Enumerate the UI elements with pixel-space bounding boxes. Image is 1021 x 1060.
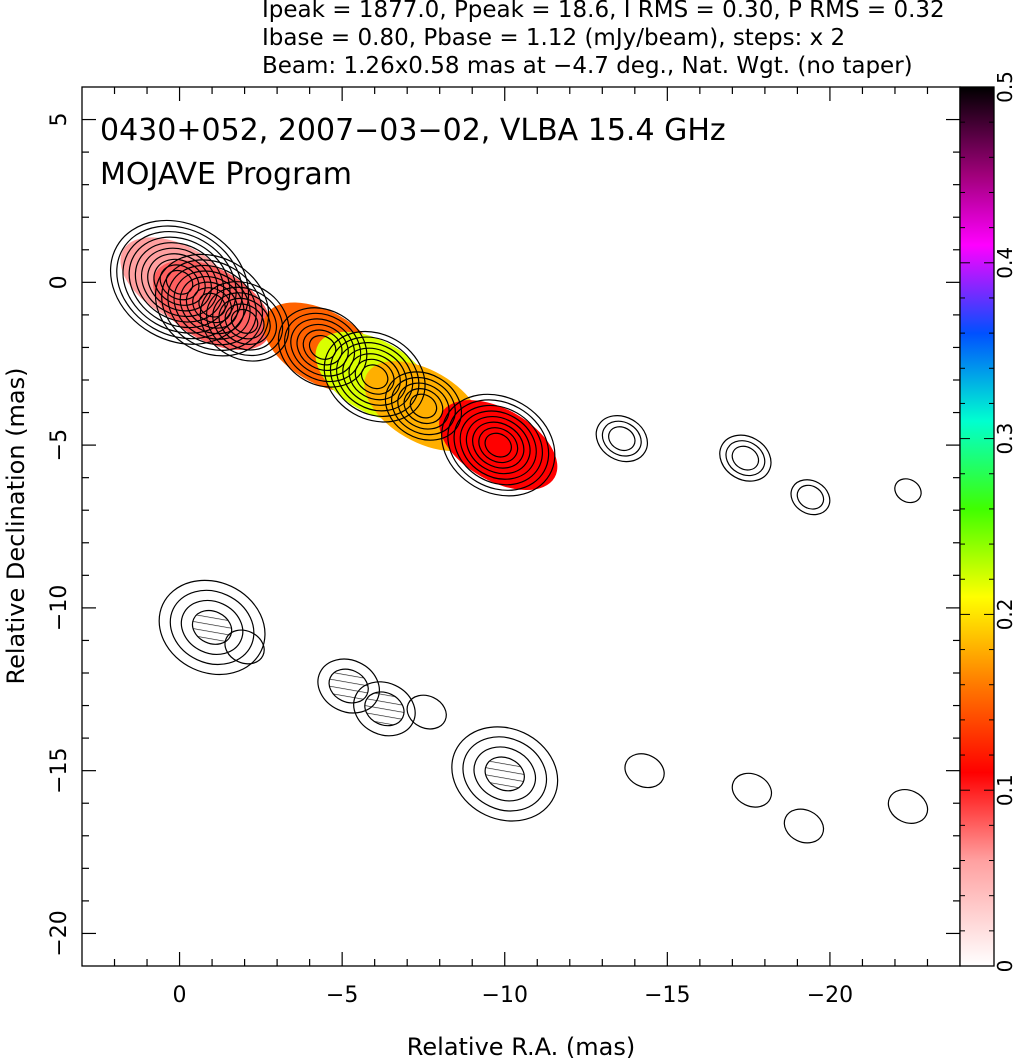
intensity-contour: [731, 445, 760, 471]
intensity-contour: [894, 478, 922, 504]
intensity-contour: [601, 420, 642, 457]
intensity-contour: [329, 336, 420, 417]
header-line-3: Beam: 1.26x0.58 mas at −4.7 deg., Nat. W…: [262, 53, 913, 79]
intensity-contour: [384, 371, 463, 441]
intensity-contour: [206, 286, 284, 357]
plot-frame: [81, 86, 961, 967]
polarization-contour: [624, 753, 665, 789]
intensity-contour: [459, 410, 537, 480]
intensity-contour: [465, 415, 531, 475]
polarization-contour: [451, 726, 559, 822]
intensity-contour: [403, 388, 444, 425]
intensity-contour: [790, 479, 831, 516]
intensity-contour: [478, 427, 519, 464]
polarization-contour: [462, 736, 548, 812]
map-subtitle: MOJAVE Program: [100, 157, 352, 192]
intensity-contour: [342, 347, 408, 406]
polarization-contour: [328, 668, 369, 704]
intensity-contour: [167, 264, 257, 346]
colorbar-tick-label: 0.5: [993, 71, 1017, 103]
x-axis-label: Relative R.A. (mas): [407, 1033, 635, 1060]
intensity-contour: [484, 432, 512, 458]
y-tick-label: −15: [47, 747, 72, 793]
intensity-contour: [134, 242, 225, 323]
intensity-contour: [161, 259, 264, 351]
polarization-contour: [224, 629, 265, 665]
intensity-contour: [441, 393, 556, 497]
y-tick-label: −10: [47, 585, 72, 631]
intensity-contour: [179, 275, 245, 335]
polarization-contour: [191, 609, 233, 645]
intensity-contour: [165, 269, 194, 295]
intensity-contour: [397, 382, 450, 430]
colorbar-tick-label: 0: [993, 960, 1017, 973]
intensity-contour: [595, 415, 648, 463]
intensity-contour: [725, 440, 766, 477]
intensity-contour: [323, 330, 426, 423]
y-tick-label: −20: [47, 910, 72, 956]
polarization-contour: [158, 579, 266, 676]
x-tick-label: −5: [326, 983, 358, 1008]
intensity-contour: [224, 303, 265, 340]
axes: 0 −5 −10 −15 −20 5 0 −5 −10 −15 −20: [47, 87, 960, 1008]
x-tick-label: −10: [482, 983, 528, 1008]
x-tick-label: −20: [807, 983, 853, 1008]
polarization-contour: [406, 694, 447, 730]
fpol-patch: [439, 400, 558, 491]
polarization-contour: [364, 691, 405, 727]
intensity-contour: [230, 308, 259, 334]
colorbar-tick-label: 0.3: [993, 423, 1017, 455]
y-axis-label: Relative Declination (mas): [2, 367, 30, 684]
intensity-contour: [348, 353, 401, 401]
header-line-1: Ipeak = 1877.0, Ppeak = 18.6, I RMS = 0.…: [262, 0, 945, 23]
polarization-contour: [180, 599, 244, 655]
intensity-contour: [608, 426, 636, 452]
intensity-contour: [719, 434, 772, 482]
x-tick-label: 0: [173, 983, 187, 1008]
intensity-contour: [218, 297, 271, 345]
intensity-contour: [147, 253, 212, 312]
intensity-contour: [173, 270, 251, 340]
header-line-2: Ibase = 0.80, Pbase = 1.12 (mJy/beam), s…: [262, 25, 845, 51]
polarization-contour: [484, 756, 525, 792]
polarization-contour: [783, 808, 825, 844]
intensity-contour: [354, 358, 395, 395]
intensity-contour: [154, 253, 270, 357]
intensity-contour: [409, 393, 438, 419]
polarization-contour: [887, 789, 929, 824]
x-tick-label: −15: [644, 983, 690, 1008]
intensity-contour: [336, 342, 414, 412]
y-tick-label: 0: [47, 275, 72, 289]
intensity-contour: [360, 364, 389, 390]
polarization-contour: [731, 772, 773, 808]
map-title: 0430+052, 2007−03−02, VLBA 15.4 GHz: [100, 113, 726, 148]
polarization-contour: [169, 589, 255, 666]
plot-area: [109, 219, 929, 844]
colorbar-tick-label: 0.4: [993, 247, 1017, 279]
colorbar: [959, 86, 995, 967]
intensity-contour: [391, 376, 456, 436]
colorbar-tick-label: 0.1: [993, 774, 1017, 806]
intensity-contour: [447, 399, 550, 491]
colorbar-axis: 0 0.1 0.2 0.3 0.4 0.5: [960, 71, 1017, 972]
y-tick-label: −5: [47, 429, 72, 461]
y-tick-label: 5: [47, 113, 72, 127]
intensity-contour: [796, 484, 825, 510]
intensity-contour: [212, 292, 277, 351]
intensity-contour: [453, 404, 544, 486]
colorbar-tick-label: 0.2: [993, 598, 1017, 630]
intensity-contour: [472, 421, 525, 469]
polarization-contour: [473, 746, 537, 802]
